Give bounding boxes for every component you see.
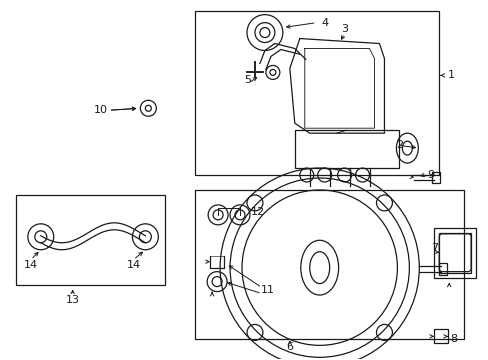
Text: 3: 3 <box>341 24 347 33</box>
Bar <box>438 263 447 275</box>
Text: 6: 6 <box>286 342 293 352</box>
Text: 10: 10 <box>93 105 107 115</box>
Text: 2: 2 <box>395 140 402 150</box>
Text: 9: 9 <box>427 170 434 180</box>
Text: 14: 14 <box>24 260 38 270</box>
Bar <box>16 195 165 285</box>
Text: 1: 1 <box>447 71 454 80</box>
Bar <box>438 233 470 273</box>
Text: 11: 11 <box>261 284 274 294</box>
Text: 5: 5 <box>244 75 251 85</box>
Text: 12: 12 <box>250 207 264 217</box>
Bar <box>433 329 447 343</box>
Text: 7: 7 <box>430 243 437 253</box>
Bar <box>195 11 438 175</box>
Bar <box>195 190 463 339</box>
Text: 4: 4 <box>321 18 327 28</box>
Bar <box>431 172 439 183</box>
Text: 13: 13 <box>65 294 80 305</box>
Text: 8: 8 <box>450 334 457 345</box>
Text: 14: 14 <box>126 260 140 270</box>
Bar <box>433 228 475 278</box>
Bar <box>294 130 399 168</box>
